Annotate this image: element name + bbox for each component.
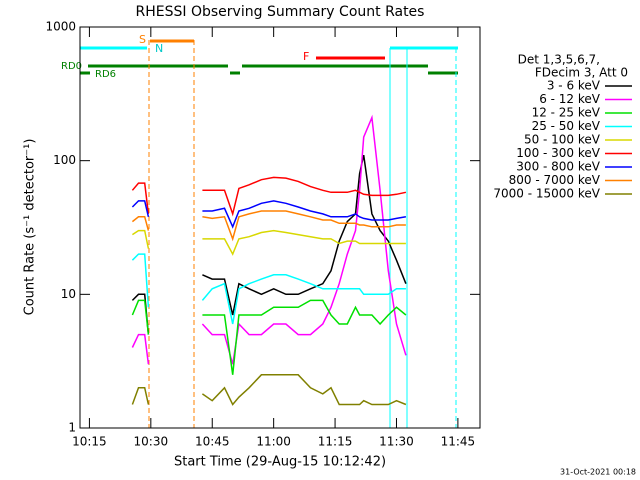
legend-label: 100 - 300 keV [516,146,600,160]
x-tick-label: 11:00 [256,435,291,449]
flag-label: S [139,33,146,46]
series-line [131,200,407,229]
series-line [131,299,407,375]
legend-label: 300 - 800 keV [516,160,600,174]
x-tick-label: 10:15 [72,435,107,449]
y-tick-label: 100 [53,153,76,167]
x-tick-label: 11:30 [379,435,414,449]
legend-label: 50 - 100 keV [524,133,601,147]
legend-label: 25 - 50 keV [532,119,601,133]
x-tick-label: 10:30 [134,435,169,449]
legend-label: 7000 - 15000 keV [493,187,600,201]
x-tick-label: 11:15 [318,435,353,449]
series-line [131,176,407,217]
legend-label: 6 - 12 keV [539,92,601,106]
footer: 31-Oct-2021 00:18 [560,468,636,477]
chart-title: RHESSI Observing Summary Count Rates [136,4,425,20]
flag-label: F [303,50,309,63]
series-line [131,374,407,406]
y-tick-label: 10 [61,287,76,301]
flag-label: RD0 [61,61,82,72]
series-line [131,210,406,242]
plot-frame [79,26,481,429]
legend-label: 3 - 6 keV [547,79,601,93]
legend-header: FDecim 3, Att 0 [535,66,628,80]
x-axis-label: Start Time (29-Aug-15 10:12:42) [174,455,386,470]
x-tick-label: 10:45 [195,435,230,449]
y-axis-label: Count Rate (s⁻¹ detector⁻¹) [23,139,38,316]
flag-label: RD6 [95,69,116,80]
flag-label: N [155,42,163,55]
y-tick-label: 1 [68,421,76,435]
x-tick-label: 11:45 [441,435,476,449]
y-tick-label: 1000 [45,20,76,34]
legend-header: Det 1,3,5,6,7, [518,53,600,67]
legend-label: 12 - 25 keV [532,106,601,120]
legend-label: 800 - 7000 keV [509,173,601,187]
series-line [131,253,406,325]
series-line [131,229,406,256]
